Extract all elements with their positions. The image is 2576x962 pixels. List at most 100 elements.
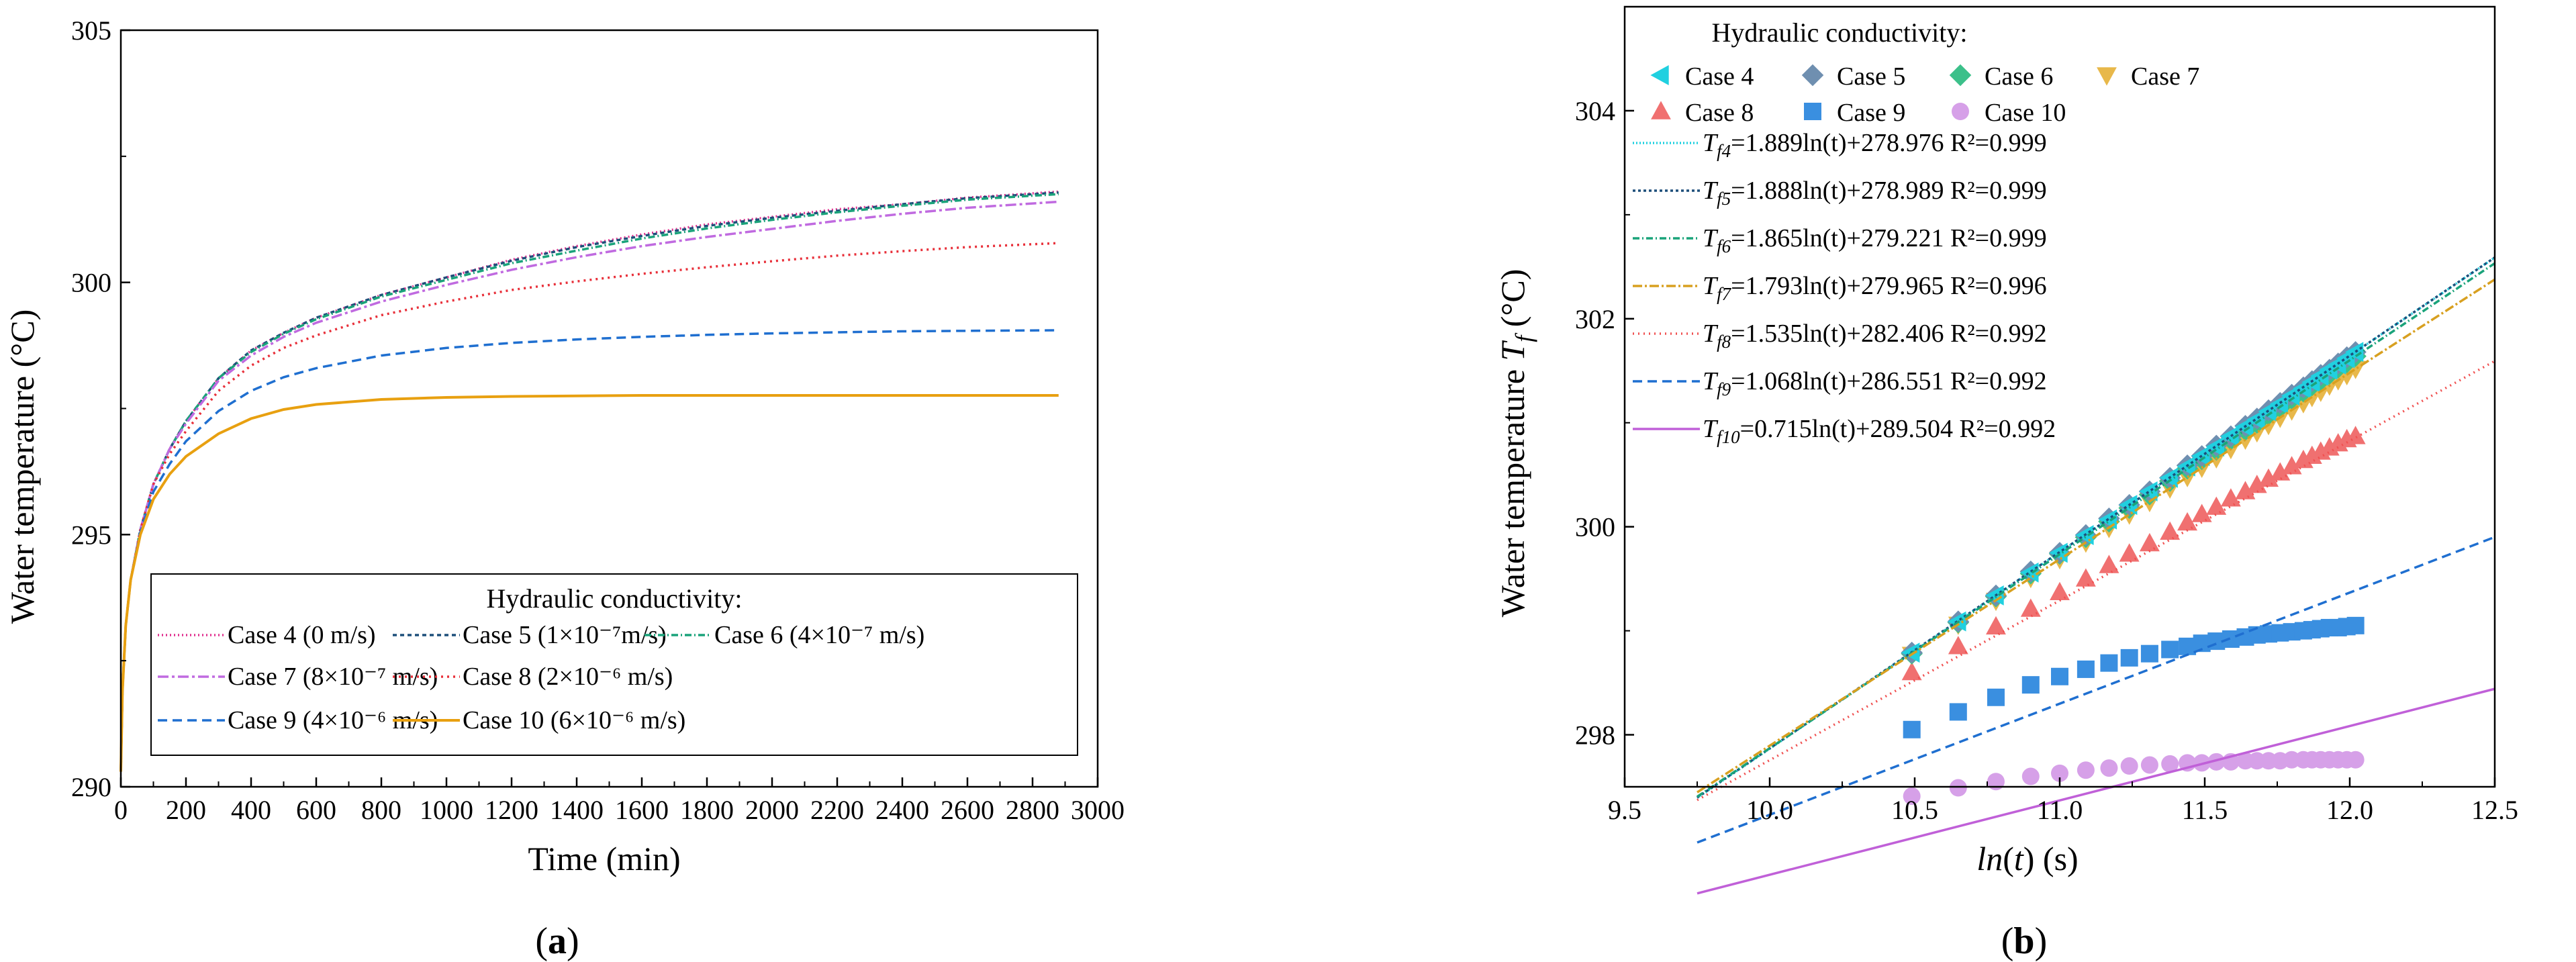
panel-a-letter: a xyxy=(548,920,567,962)
panel-b-point-case-8 xyxy=(2160,521,2181,540)
panel-b-point-case-10 xyxy=(2021,767,2040,785)
panel-b-y-tick-label: 302 xyxy=(1575,304,1615,334)
panel-b-point-case-9 xyxy=(2051,667,2068,685)
panel-a-x-tick-label: 1200 xyxy=(485,795,538,825)
panel-b-legend-fit-label: Tf5=1.888ln(t)+278.989 R²=0.999 xyxy=(1703,177,2047,209)
panel-b-legend-fit-label: Tf7=1.793ln(t)+279.965 R²=0.996 xyxy=(1703,272,2047,304)
panel-b-legend-marker xyxy=(1949,64,1972,87)
panel-b-axes: 9.5 10.0 10.5 11.0 11.5 12.0 12.5 298 300 302 304 xyxy=(1575,5,2518,825)
panel-b-point-case-9 xyxy=(2161,640,2179,659)
panel-a-x-axis-label: Time (min) xyxy=(528,840,680,877)
panel-a-y-axis-label: Water temperature (°C) xyxy=(3,309,41,624)
panel-b-point-case-10 xyxy=(2346,751,2365,769)
panel-a-legend-box xyxy=(150,573,1078,756)
panel-b-point-case-4 xyxy=(2234,417,2254,437)
panel-b-fit-line-case-7 xyxy=(1697,278,2495,793)
panel-b-legend-marker-label: Case 5 xyxy=(1837,62,1905,91)
panel-b-point-case-8 xyxy=(2020,598,2041,617)
panel-b-y-tick-label: 304 xyxy=(1575,96,1615,126)
panel-b-label: (b) xyxy=(2001,920,2047,962)
panel-b-legend-marker xyxy=(1651,101,1671,119)
panel-a-x-tick-label: 0 xyxy=(114,795,128,825)
panel-b-x-tick-label: 10.0 xyxy=(1746,795,1793,825)
panel-a-x-tick-label: 600 xyxy=(296,795,336,825)
panel-b-legend-marker xyxy=(1801,64,1824,87)
panel-b-point-case-9 xyxy=(2021,676,2040,694)
panel-b-point-case-9 xyxy=(2120,648,2138,667)
panel-b-legend-marker xyxy=(1952,103,1969,120)
panel-b-letter: b xyxy=(2013,920,2034,962)
panel-b-point-case-9 xyxy=(2077,660,2095,678)
panel-b-legend-fit-label: Tf9=1.068ln(t)+286.551 R²=0.992 xyxy=(1703,367,2047,399)
panel-b-legend-marker-label: Case 10 xyxy=(1985,99,2066,127)
panel-b-point-case-10 xyxy=(1987,773,2005,791)
panel-b-point-case-8 xyxy=(1901,662,1922,681)
panel-a-legend-label: Case 5 (1×10⁻⁷m/s) xyxy=(463,621,667,649)
panel-a-x-tick-label: 2800 xyxy=(1006,795,1059,825)
panel-b-point-case-9 xyxy=(1949,703,1967,721)
panel-a-plot-area xyxy=(120,190,1059,772)
panel-b-point-case-8 xyxy=(2099,555,2119,573)
panel-a-x-tick-label: 1000 xyxy=(420,795,473,825)
panel-b-point-case-8 xyxy=(2119,543,2140,562)
panel-b-point-case-10 xyxy=(2100,759,2118,777)
panel-a-y-tick-label: 295 xyxy=(71,520,111,550)
panel-b-y-tick-label: 298 xyxy=(1575,720,1615,751)
panel-a-x-tick-label: 200 xyxy=(166,795,206,825)
panel-b-point-case-10 xyxy=(2161,755,2179,773)
panel-b-point-case-4 xyxy=(2345,342,2364,363)
panel-a-axes: 0 200 400 600 800 1000 1200 1400 1600 1800 2000 220… xyxy=(71,15,1125,825)
panel-b-x-axis-label: ln(t) (s) xyxy=(1976,840,2078,877)
panel-b-legend: Hydraulic conductivity: Case 4 Case 5 Case… xyxy=(1633,17,2199,447)
panel-b-legend-title: Hydraulic conductivity: xyxy=(1711,17,1967,48)
panel-a-legend-label: Case 7 (8×10⁻⁷ m/s) xyxy=(228,663,438,691)
panel-b-point-case-9 xyxy=(1903,720,1921,738)
panel-a-series-line-case-5 xyxy=(120,191,1059,772)
panel-b-legend-marker xyxy=(2097,67,2117,86)
panel-b-legend-marker-label: Case 7 xyxy=(2131,62,2199,91)
panel-b-point-case-10 xyxy=(1903,787,1921,805)
panel-a-x-tick-label: 1600 xyxy=(615,795,669,825)
panel-a-y-tick-label: 290 xyxy=(71,772,111,802)
panel-b-point-case-9 xyxy=(2346,616,2365,634)
panel-b-legend-marker xyxy=(1650,65,1669,85)
panel-a-x-tick-label: 2400 xyxy=(875,795,929,825)
panel-b-point-case-9 xyxy=(2100,654,2118,672)
panel-b-point-case-9 xyxy=(2140,644,2158,663)
panel-b-point-case-10 xyxy=(2207,753,2226,771)
panel-a-legend: Hydraulic conductivity: Case 4 (0 m/s) Ca… xyxy=(150,573,1078,756)
panel-a-x-tick-label: 2200 xyxy=(810,795,864,825)
panel-a-x-tick-label: 3000 xyxy=(1071,795,1125,825)
panel-b-point-case-10 xyxy=(2140,756,2158,774)
panel-b-plot-area xyxy=(1697,256,2495,895)
panel-a-x-tick-label: 2600 xyxy=(941,795,994,825)
panel-a-legend-label: Case 6 (4×10⁻⁷ m/s) xyxy=(714,621,924,649)
panel-b-legend-fit-label: Tf4=1.889ln(t)+278.976 R²=0.999 xyxy=(1703,129,2047,161)
panel-b-point-case-8 xyxy=(2235,481,2256,499)
panel-b-legend-marker-label: Case 4 xyxy=(1685,62,1754,91)
panel-a-series-line-case-10 xyxy=(120,394,1059,772)
panel-b-chart: 9.5 10.0 10.5 11.0 11.5 12.0 12.5298300302304 … xyxy=(1494,5,2518,962)
panel-b-point-case-8 xyxy=(2281,456,2302,475)
panel-a-y-tick-label: 300 xyxy=(71,268,111,298)
panel-b-point-case-8 xyxy=(1986,616,2006,635)
panel-b-fit-line-case-9 xyxy=(1697,536,2495,844)
panel-b-y-tick-label: 300 xyxy=(1575,512,1615,542)
panel-b-point-case-8 xyxy=(2050,581,2070,600)
panel-a-x-tick-label: 2000 xyxy=(745,795,799,825)
panel-a-x-tick-label: 1800 xyxy=(680,795,734,825)
panel-b-point-case-8 xyxy=(2258,468,2279,487)
panel-a-legend-label: Case 4 (0 m/s) xyxy=(228,621,376,649)
panel-b-point-case-10 xyxy=(2077,761,2095,779)
panel-b-x-tick-label: 11.5 xyxy=(2182,795,2228,825)
panel-a-legend-label: Case 8 (2×10⁻⁶ m/s) xyxy=(463,663,673,691)
panel-b-y-axis-label: Water temperature Tf (°C) xyxy=(1494,269,1537,618)
panel-a-series-line-case-6 xyxy=(120,193,1059,772)
panel-b-x-tick-label: 9.5 xyxy=(1608,795,1641,825)
panel-b-point-case-10 xyxy=(1949,779,1967,797)
panel-a-x-tick-label: 800 xyxy=(361,795,401,825)
panel-b-x-tick-label: 12.0 xyxy=(2326,795,2373,825)
panel-b-x-tick-label: 12.5 xyxy=(2471,795,2518,825)
panel-a-x-tick-label: 1400 xyxy=(550,795,604,825)
